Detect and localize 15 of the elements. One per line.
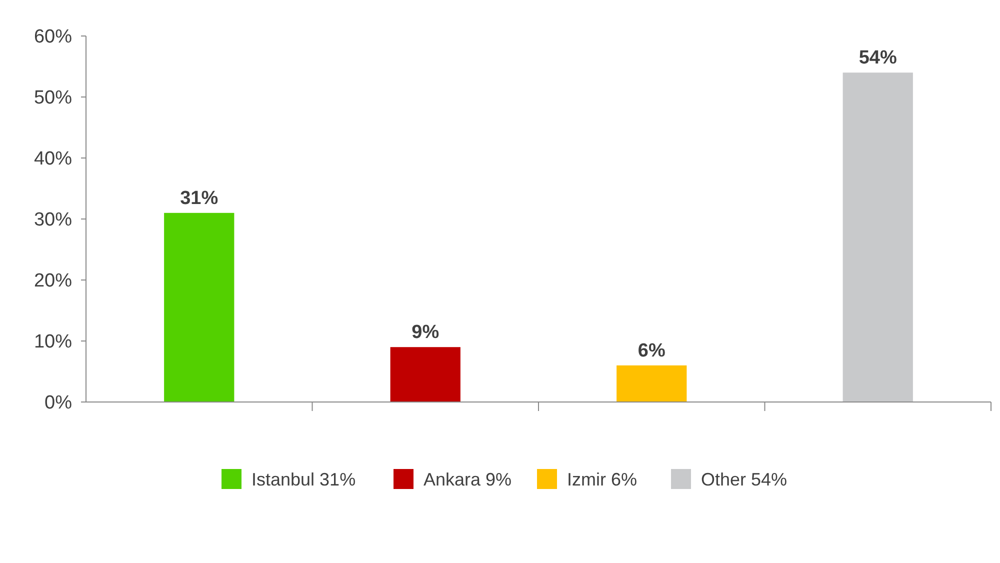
y-tick-label: 50%	[34, 88, 72, 109]
y-tick-label: 10%	[34, 332, 72, 353]
data-label: 6%	[638, 340, 666, 362]
legend-label: Izmir 6%	[567, 469, 638, 490]
y-tick-label: 20%	[34, 270, 72, 292]
y-tick-label: 60%	[34, 26, 72, 48]
data-label: 9%	[412, 322, 440, 344]
legend-label: Istanbul 31%	[252, 469, 356, 490]
data-label: 31%	[180, 188, 218, 209]
data-label: 54%	[858, 48, 897, 69]
y-tick-label: 30%	[34, 210, 72, 231]
legend-label: Other 54%	[701, 469, 788, 490]
y-tick-label: 40%	[34, 148, 72, 170]
legend-label: Ankara 9%	[424, 469, 512, 490]
y-tick-label: 0%	[44, 392, 72, 414]
